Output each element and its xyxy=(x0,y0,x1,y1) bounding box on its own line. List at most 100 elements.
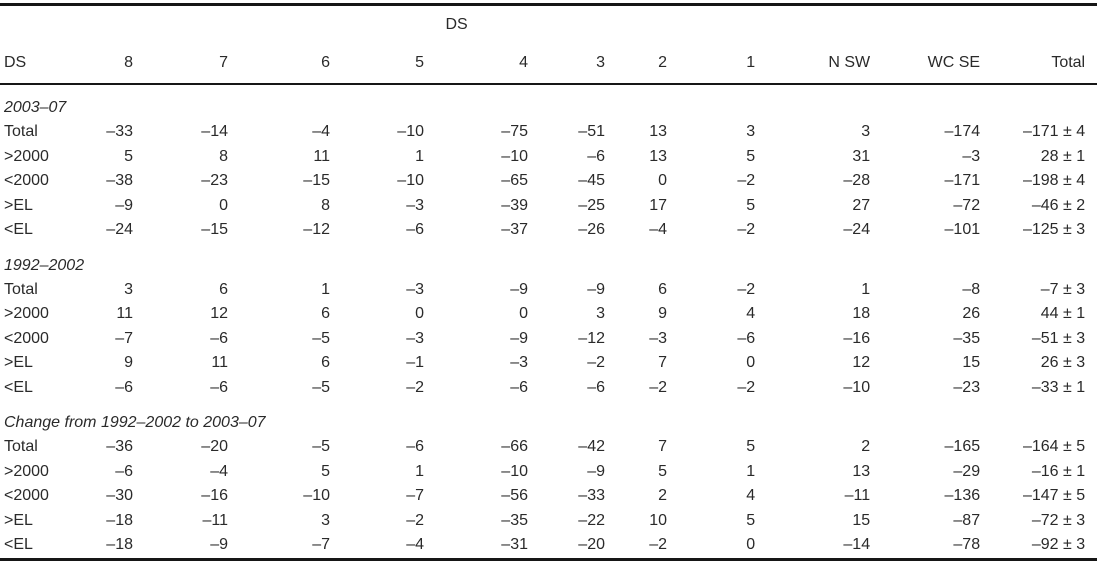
cell-value: –6 xyxy=(115,378,133,396)
cell-value: –16 xyxy=(843,329,871,347)
cell-value: 5 xyxy=(746,511,756,529)
cell-value: –30 xyxy=(106,487,133,504)
cell-value: –164 ± 5 xyxy=(1022,438,1086,455)
table-row: Total –33 –14 –4 –10 –75 –51 13 3 3 –174 –171 ± 4 xyxy=(0,120,1097,145)
section-header-row: Change from 1992–2002 to 2003–07 xyxy=(0,400,1097,435)
cell-value: –2 xyxy=(587,354,605,371)
cell-value: –198 ± 4 xyxy=(1022,172,1086,189)
cell-value: 15 xyxy=(962,354,981,371)
cell-value: –14 xyxy=(843,536,871,553)
cell-value: –15 xyxy=(201,221,228,238)
cell-value: –10 xyxy=(303,487,330,504)
cell-value: –66 xyxy=(501,438,528,455)
cell-value: –7 xyxy=(115,329,133,347)
cell-value: –28 xyxy=(843,172,871,189)
cell-value: –2 xyxy=(737,378,756,396)
row-label: >EL xyxy=(4,196,33,214)
cell-value: –6 xyxy=(210,329,228,347)
cell-value: –6 xyxy=(737,329,756,347)
cell-value: –18 xyxy=(106,536,133,553)
cell-value: –65 xyxy=(501,172,528,189)
cell-value: 5 xyxy=(321,462,330,480)
cell-value: –33 xyxy=(106,123,133,140)
cell-value: 3 xyxy=(861,123,871,140)
cell-value: –45 xyxy=(578,172,605,189)
cell-value: –12 xyxy=(303,221,330,238)
cell-value: –10 xyxy=(397,172,424,189)
cell-value: –22 xyxy=(578,511,605,529)
cell-value: –4 xyxy=(210,462,228,480)
cell-value: 5 xyxy=(124,147,133,165)
column-header-4: 4 xyxy=(519,54,528,71)
cell-value: –6 xyxy=(587,378,605,396)
cell-value: –6 xyxy=(406,221,424,238)
row-label: Total xyxy=(4,280,38,298)
cell-value: –29 xyxy=(953,462,981,480)
cell-value: –2 xyxy=(737,172,756,189)
table-row: <2000 –30 –16 –10 –7 –56 –33 2 4 –11 –136 –147 ± 5 xyxy=(0,484,1097,509)
cell-value: –72 xyxy=(953,196,981,214)
row-label: >2000 xyxy=(4,462,49,480)
column-header-6: 6 xyxy=(321,54,330,71)
cell-value: 17 xyxy=(649,196,667,214)
cell-value: 3 xyxy=(124,280,133,298)
cell-value: –24 xyxy=(106,221,133,238)
cell-value: 13 xyxy=(649,123,667,140)
cell-value: 9 xyxy=(124,354,133,371)
cell-value: –2 xyxy=(406,511,424,529)
table-row: <2000 –38 –23 –15 –10 –65 –45 0 –2 –28 –171 –198 ± … xyxy=(0,169,1097,194)
cell-value: 8 xyxy=(321,196,330,214)
cell-value: –5 xyxy=(312,378,330,396)
cell-value: 1 xyxy=(321,280,330,298)
cell-value: –20 xyxy=(201,438,228,455)
cell-value: 1 xyxy=(861,280,871,298)
cell-value: 4 xyxy=(746,487,756,504)
row-label: Total xyxy=(4,123,38,140)
section-header-row: 1992–2002 xyxy=(0,243,1097,278)
row-label: >2000 xyxy=(4,305,49,322)
cell-value: 7 xyxy=(658,354,667,371)
cell-value: 6 xyxy=(321,305,330,322)
cell-value: –11 xyxy=(844,487,871,504)
cell-value: 3 xyxy=(596,305,605,322)
cell-value: 10 xyxy=(649,511,667,529)
cell-value: 28 ± 1 xyxy=(1040,147,1086,165)
cell-value: –5 xyxy=(312,329,330,347)
cell-value: –136 xyxy=(944,487,981,504)
cell-value: –78 xyxy=(953,536,981,553)
cell-value: 15 xyxy=(852,511,871,529)
table-row: <EL –18 –9 –7 –4 –31 –20 –2 0 –14 –78 –92 ± 3 xyxy=(0,533,1097,559)
column-header-row: DS 8 7 6 5 4 3 2 1 N SW WC SE Total xyxy=(0,43,1097,84)
cell-value: –11 xyxy=(202,511,228,529)
cell-value: 5 xyxy=(746,147,756,165)
cell-value: 11 xyxy=(116,305,133,322)
cell-value: –6 xyxy=(587,147,605,165)
cell-value: 26 ± 3 xyxy=(1040,354,1086,371)
cell-value: 13 xyxy=(649,147,667,165)
cell-value: –35 xyxy=(501,511,528,529)
cell-value: –75 xyxy=(501,123,528,140)
cell-value: –15 xyxy=(303,172,330,189)
cell-value: 0 xyxy=(415,305,424,322)
cell-value: –165 xyxy=(944,438,981,455)
cell-value: –3 xyxy=(962,147,981,165)
column-header-n-sw: N SW xyxy=(828,54,871,71)
column-header-3: 3 xyxy=(596,54,605,71)
cell-value: 5 xyxy=(658,462,667,480)
cell-value: –5 xyxy=(312,438,330,455)
cell-value: –1 xyxy=(406,354,424,371)
cell-value: 0 xyxy=(219,196,228,214)
cell-value: 0 xyxy=(746,536,756,553)
cell-value: –23 xyxy=(953,378,981,396)
cell-value: 2 xyxy=(658,487,667,504)
cell-value: –3 xyxy=(406,196,424,214)
table-row: >EL –18 –11 3 –2 –35 –22 10 5 15 –87 –72 ± 3 xyxy=(0,509,1097,534)
cell-value: 3 xyxy=(321,511,330,529)
cell-value: –4 xyxy=(312,123,330,140)
cell-value: –6 xyxy=(510,378,528,396)
section-title: Change from 1992–2002 to 2003–07 xyxy=(4,414,266,431)
row-label: <2000 xyxy=(4,172,49,189)
cell-value: –4 xyxy=(406,536,424,553)
column-header-7: 7 xyxy=(219,54,228,71)
cell-value: –174 xyxy=(944,123,981,140)
